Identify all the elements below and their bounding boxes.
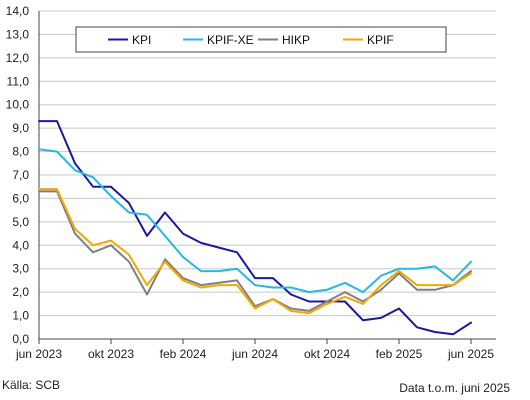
series-line-kpif — [38, 188, 472, 315]
y-tick-label: 1,0 — [12, 309, 29, 323]
legend: KPI KPIF-XE HIKP KPIF — [75, 26, 447, 53]
y-tick-label: 7,0 — [12, 168, 29, 182]
legend-label-kpif: KPIF — [367, 33, 394, 47]
x-tick-label: okt 2024 — [304, 347, 350, 361]
y-tick-label: 14,0 — [6, 4, 30, 18]
data-through-note: Data t.o.m. juni 2025 — [399, 381, 510, 395]
x-tick-label: jun 2023 — [15, 347, 62, 361]
y-tick-label: 0,0 — [12, 332, 29, 346]
y-tick-label: 2,0 — [12, 285, 29, 299]
y-tick-label: 9,0 — [12, 121, 29, 135]
x-axis: jun 2023 okt 2023 feb 2024 jun 2024 okt 2024… — [15, 338, 496, 361]
x-tick-label: feb 2025 — [376, 347, 423, 361]
series-line-kpi — [38, 120, 472, 336]
x-tick-label: okt 2023 — [88, 347, 134, 361]
y-tick-label: 5,0 — [12, 215, 29, 229]
x-tick-label: jun 2025 — [447, 347, 494, 361]
legend-label-kpif-xe: KPIF-XE — [207, 33, 254, 47]
y-tick-label: 6,0 — [12, 191, 29, 205]
y-tick-label: 12,0 — [6, 51, 30, 65]
y-tick-label: 13,0 — [6, 27, 30, 41]
y-axis: 0,0 1,0 2,0 3,0 4,0 5,0 6,0 7,0 8,0 9,0 10,0 11,0 12… — [6, 4, 40, 346]
source-note: Källa: SCB — [2, 378, 61, 392]
y-tick-label: 3,0 — [12, 262, 29, 276]
y-tick-label: 10,0 — [6, 98, 30, 112]
legend-label-kpi: KPI — [132, 33, 151, 47]
x-tick-label: jun 2024 — [231, 347, 278, 361]
legend-label-hikp: HIKP — [282, 33, 310, 47]
y-tick-label: 4,0 — [12, 238, 29, 252]
series-line-hikp — [38, 190, 472, 312]
series-lines — [38, 120, 472, 336]
y-tick-label: 11,0 — [7, 74, 30, 88]
series-line-kpif-xe — [38, 148, 472, 294]
y-tick-label: 8,0 — [12, 145, 29, 159]
x-tick-label: feb 2024 — [160, 347, 207, 361]
